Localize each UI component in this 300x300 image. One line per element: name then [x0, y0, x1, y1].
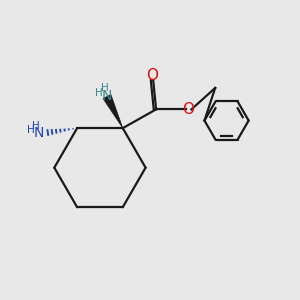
Text: H: H — [26, 125, 34, 135]
Text: H: H — [101, 83, 109, 93]
Text: H: H — [32, 121, 39, 131]
Text: O: O — [182, 102, 194, 117]
Text: N: N — [33, 126, 43, 140]
Polygon shape — [103, 94, 123, 128]
Text: N: N — [102, 89, 112, 103]
Text: H: H — [95, 88, 103, 98]
Text: O: O — [146, 68, 158, 83]
